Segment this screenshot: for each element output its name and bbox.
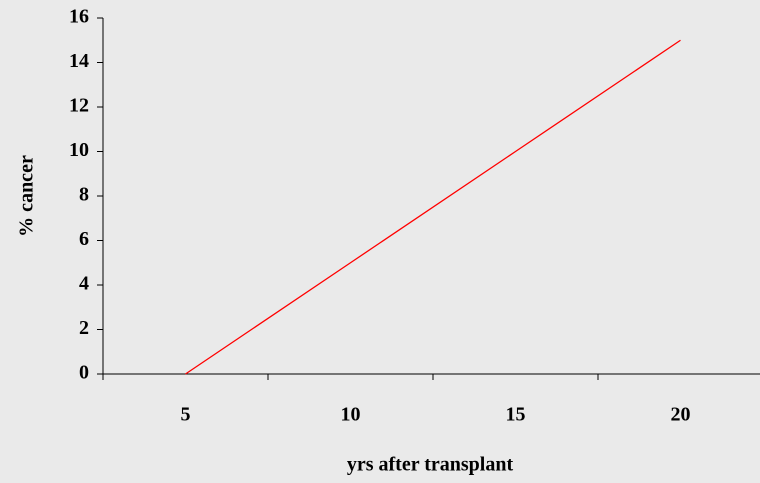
y-tick-label: 8 [79,184,89,206]
y-tick-label: 10 [69,139,89,161]
y-tick-label: 6 [79,228,89,250]
x-axis-label: yrs after transplant [347,454,514,476]
x-tick-label: 5 [181,404,191,426]
y-axis-label: % cancer [16,155,38,237]
x-tick-label: 15 [506,404,526,426]
x-tick-label: 20 [671,404,691,426]
line-series [185,39,681,375]
y-tick-label: 12 [69,95,89,117]
x-tick-label: 10 [341,404,361,426]
y-tick-label: 14 [69,50,89,72]
y-tick-label: 2 [79,317,89,339]
y-tick-label: 4 [79,273,89,295]
y-tick-label: 16 [69,6,89,28]
y-tick-label: 0 [79,362,89,384]
